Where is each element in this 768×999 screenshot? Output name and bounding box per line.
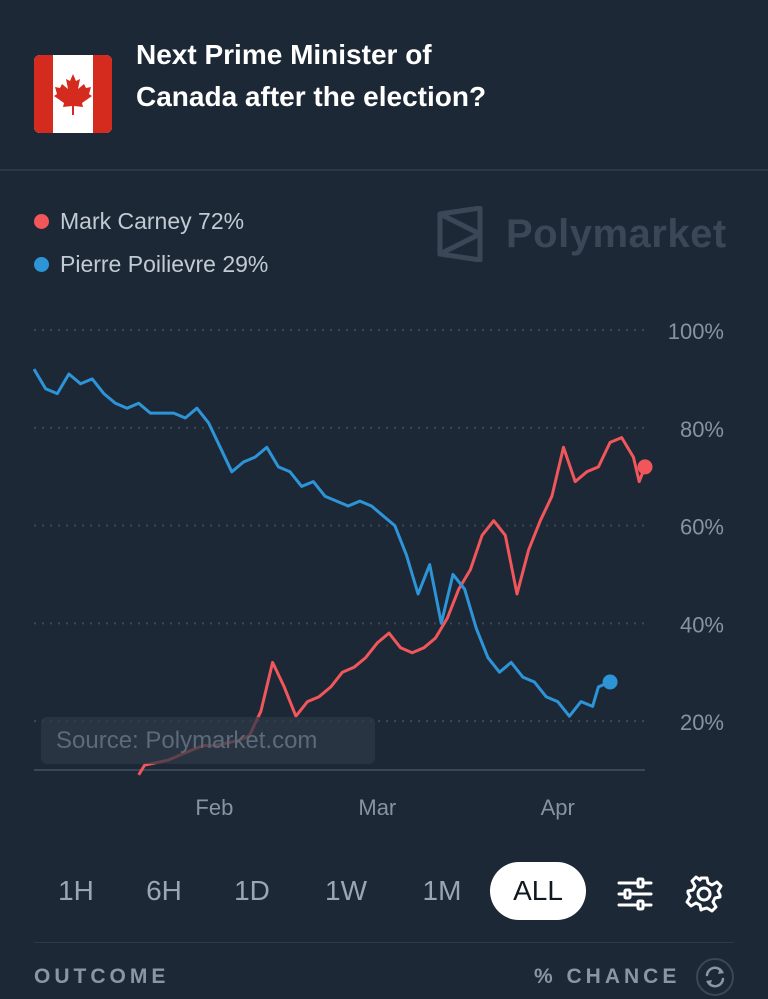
market-title: Next Prime Minister of Canada after the … [136, 39, 487, 112]
timeframe-1m[interactable]: 1M [422, 875, 462, 906]
market-header: Next Prime Minister of Canada after the … [0, 0, 768, 170]
series-end-point-poilievre [602, 674, 618, 690]
legend-label-poilievre: Pierre Poilievre 29% [60, 251, 269, 277]
series-end-point-carney [637, 459, 653, 475]
canada-flag-icon [34, 55, 112, 133]
legend-label-carney: Mark Carney 72% [60, 208, 245, 234]
source-label: Source: Polymarket.com [41, 717, 375, 764]
header-divider [0, 169, 768, 171]
y-tick-label: 20% [680, 710, 724, 735]
refresh-icon[interactable] [696, 958, 734, 996]
carney-dot-icon [34, 214, 49, 229]
series-line-poilievre [32, 368, 611, 718]
gear-icon[interactable] [684, 874, 724, 914]
timeframe-1w[interactable]: 1W [325, 875, 367, 906]
timeframe-1d[interactable]: 1D [234, 875, 270, 906]
y-tick-label: 60% [680, 515, 724, 540]
legend-item-poilievre: Pierre Poilievre 29% [34, 243, 268, 286]
timeframe-all[interactable]: ALL [490, 862, 586, 920]
x-tick-label: Feb [195, 795, 233, 820]
chance-column-header[interactable]: % CHANCE [534, 965, 681, 988]
x-tick-label: Apr [541, 795, 575, 820]
timeframe-selector: 1H 6H 1D 1W 1M ALL [34, 862, 734, 922]
legend-item-carney: Mark Carney 72% [34, 200, 268, 243]
polymarket-watermark: Polymarket [436, 206, 727, 262]
y-tick-label: 100% [668, 319, 724, 344]
y-tick-label: 40% [680, 612, 724, 637]
table-divider [34, 942, 734, 943]
x-tick-label: Mar [358, 795, 396, 820]
poilievre-dot-icon [34, 257, 49, 272]
timeframe-6h[interactable]: 6H [146, 875, 182, 906]
sliders-icon[interactable] [615, 874, 655, 914]
y-tick-label: 80% [680, 417, 724, 442]
outcome-column-header: OUTCOME [34, 965, 170, 988]
polymarket-wordmark: Polymarket [506, 211, 727, 256]
polymarket-logo-icon [437, 206, 483, 262]
timeframe-1h[interactable]: 1H [58, 875, 94, 906]
chart-legend: Mark Carney 72% Pierre Poilievre 29% [34, 200, 268, 286]
